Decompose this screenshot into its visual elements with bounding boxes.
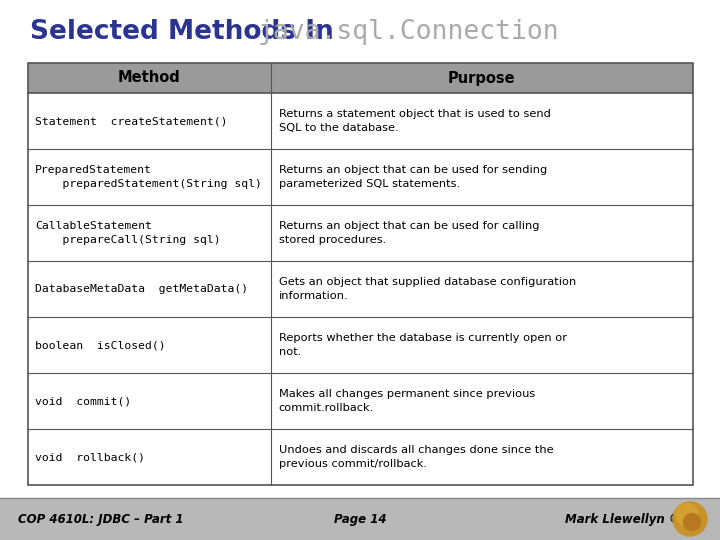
Text: Gets an object that supplied database configuration
information.: Gets an object that supplied database co… xyxy=(279,277,576,301)
Bar xyxy=(28,149,693,205)
Bar xyxy=(28,205,693,261)
Circle shape xyxy=(683,514,701,530)
Text: CallableStatement
    prepareCall(String sql): CallableStatement prepareCall(String sql… xyxy=(35,221,220,245)
Text: Returns a statement object that is used to send
SQL to the database.: Returns a statement object that is used … xyxy=(279,109,551,133)
Text: Returns an object that can be used for sending
parameterized SQL statements.: Returns an object that can be used for s… xyxy=(279,165,547,189)
Text: DatabaseMetaData  getMetaData(): DatabaseMetaData getMetaData() xyxy=(35,284,248,294)
Text: Page 14: Page 14 xyxy=(334,512,386,525)
Text: COP 4610L: JDBC – Part 1: COP 4610L: JDBC – Part 1 xyxy=(18,512,184,525)
Text: Reports whether the database is currently open or
not.: Reports whether the database is currentl… xyxy=(279,333,567,357)
Bar xyxy=(28,261,693,317)
Bar xyxy=(28,93,693,149)
Text: java.sql.Connection: java.sql.Connection xyxy=(258,19,559,45)
Text: Mark Llewellyn ©: Mark Llewellyn © xyxy=(565,512,680,525)
Circle shape xyxy=(673,502,707,536)
Text: PreparedStatement
    preparedStatement(String sql): PreparedStatement preparedStatement(Stri… xyxy=(35,165,262,189)
Text: void  commit(): void commit() xyxy=(35,396,131,406)
Text: Undoes and discards all changes done since the
previous commit/rollback.: Undoes and discards all changes done sin… xyxy=(279,445,554,469)
Circle shape xyxy=(676,504,698,526)
Bar xyxy=(28,63,693,485)
Bar xyxy=(28,429,693,485)
Text: Purpose: Purpose xyxy=(448,71,516,85)
Text: Selected Methods In: Selected Methods In xyxy=(30,19,343,45)
Bar xyxy=(28,317,693,373)
Bar xyxy=(28,373,693,429)
Text: Method: Method xyxy=(118,71,181,85)
Text: Returns an object that can be used for calling
stored procedures.: Returns an object that can be used for c… xyxy=(279,221,539,245)
Text: void  rollback(): void rollback() xyxy=(35,452,145,462)
Bar xyxy=(28,63,693,93)
Text: Makes all changes permanent since previous
commit.rollback.: Makes all changes permanent since previo… xyxy=(279,389,535,413)
Text: boolean  isClosed(): boolean isClosed() xyxy=(35,340,166,350)
Text: Statement  createStatement(): Statement createStatement() xyxy=(35,116,228,126)
Bar xyxy=(0,498,720,540)
